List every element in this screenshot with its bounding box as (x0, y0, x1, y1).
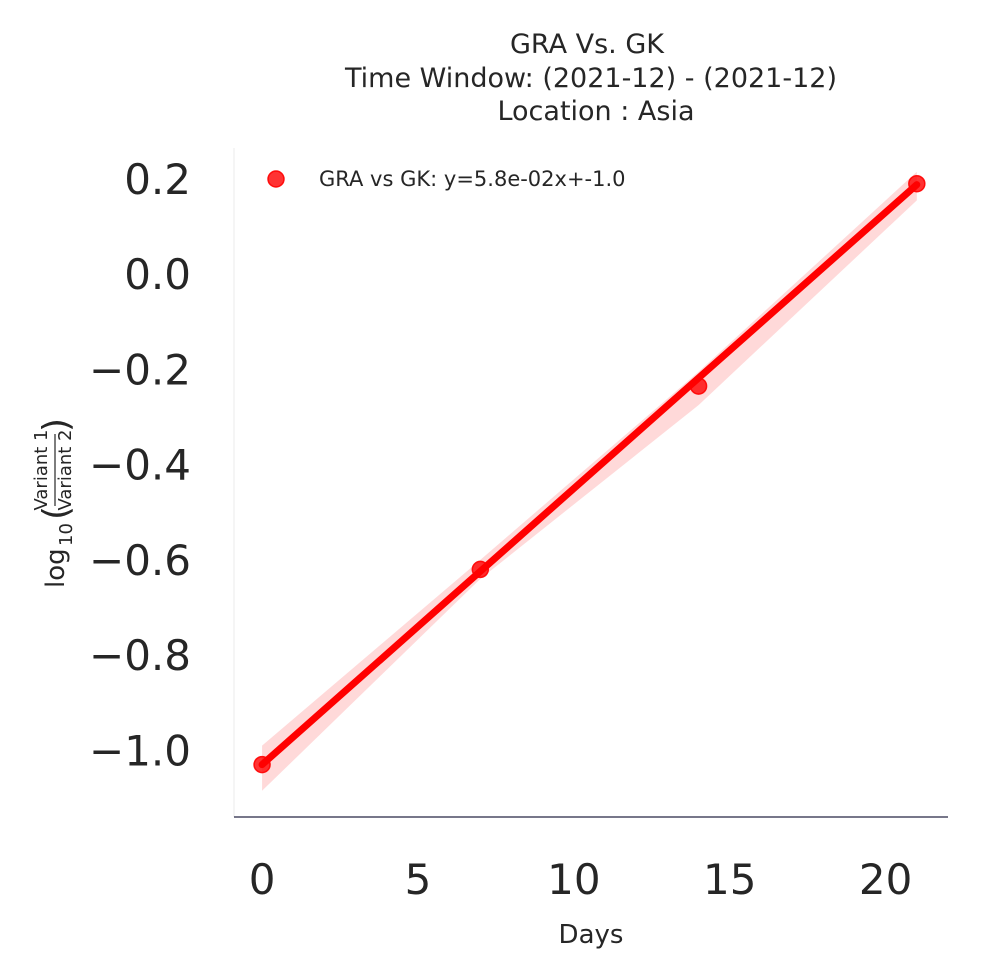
chart-title-line-3: Location : Asia (497, 96, 694, 127)
x-tick-label: 0 (249, 855, 276, 904)
y-tick-label: 0.2 (124, 155, 191, 204)
chart-title-line-2: Time Window: (2021-12) - (2021-12) (344, 63, 837, 94)
scatter-points-layer (253, 174, 926, 774)
chart-title-line-1: GRA Vs. GK (510, 29, 665, 60)
y-tick-label: −0.4 (89, 441, 191, 490)
x-tick-label: 15 (703, 855, 756, 904)
data-point (908, 174, 926, 193)
data-point (689, 377, 708, 395)
x-axis-label: Days (559, 920, 624, 950)
y-axis-label: log 10 ( Variant 1 Variant 2 ) (31, 418, 77, 588)
regression-line (258, 181, 921, 769)
x-tick-label: 10 (547, 855, 600, 904)
legend: GRA vs GK: y=5.8e-02x+-1.0 (267, 167, 626, 191)
x-tick-label: 5 (405, 855, 432, 904)
chart-title: GRA Vs. GK Time Window: (2021-12) - (202… (344, 29, 837, 127)
x-tick-labels: 0 5 10 15 20 (249, 855, 913, 904)
y-tick-labels: 0.2 0.0 −0.2 −0.4 −0.6 −0.8 −1.0 (89, 155, 191, 775)
confidence-band-layer (262, 171, 917, 791)
y-axis-label-denominator: Variant 2 (55, 429, 76, 510)
y-tick-label: −0.8 (89, 631, 191, 680)
y-tick-label: −0.6 (89, 536, 191, 585)
y-axis-label-log: log (41, 548, 71, 588)
confidence-band (262, 171, 917, 791)
data-point (471, 560, 490, 579)
legend-label: GRA vs GK: y=5.8e-02x+-1.0 (319, 167, 626, 191)
y-tick-label: 0.0 (124, 250, 191, 299)
y-axis-label-subscript: 10 (56, 523, 77, 546)
y-axis-label-close-paren: ) (36, 418, 77, 432)
data-point (253, 755, 271, 774)
x-tick-label: 20 (859, 855, 912, 904)
y-tick-label: −1.0 (89, 726, 191, 775)
y-tick-label: −0.2 (89, 345, 191, 394)
legend-marker (267, 170, 285, 188)
regression-line-layer (258, 181, 921, 769)
y-axis-label-numerator: Variant 1 (31, 429, 52, 510)
y-axis-label-open-paren: ( (36, 506, 77, 520)
